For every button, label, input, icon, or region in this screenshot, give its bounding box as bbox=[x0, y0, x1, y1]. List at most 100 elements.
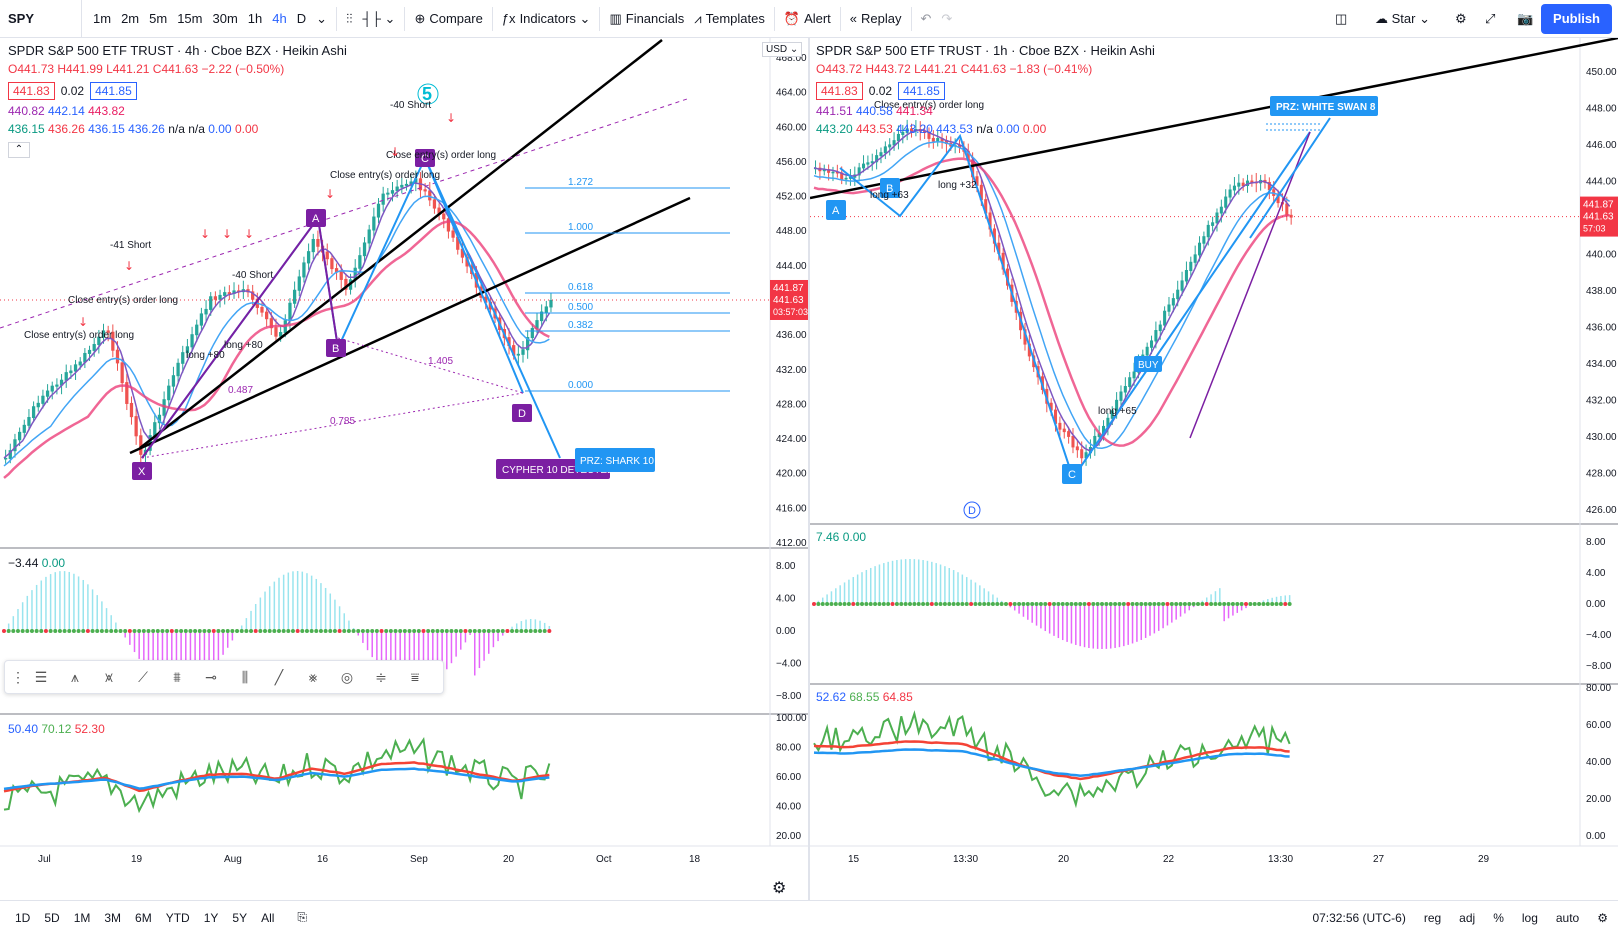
long-position-icon[interactable]: ⫼ bbox=[241, 668, 249, 685]
left-bid[interactable]: 441.83 bbox=[8, 82, 55, 100]
interval-5m[interactable]: 5m bbox=[149, 10, 168, 26]
templates-button[interactable]: ⩘ Templates bbox=[689, 0, 770, 38]
interval-2m[interactable]: 2m bbox=[121, 10, 140, 26]
bar-type-icon[interactable]: ┤├ ⌄ bbox=[362, 10, 396, 26]
range-ytd[interactable]: YTD bbox=[165, 910, 190, 925]
candle-body bbox=[181, 352, 185, 364]
compare-button[interactable]: ⊕ Compare bbox=[409, 0, 487, 38]
left-ma1-a: 440.82 bbox=[8, 104, 45, 118]
left-chart-canvas[interactable]: 468.00 464.00 460.00 456.00 452.00 448.00 444.… bbox=[0, 38, 808, 900]
interval-1m[interactable]: 1m bbox=[93, 10, 112, 26]
undo-icon[interactable]: ↶ bbox=[920, 10, 932, 26]
candle-body bbox=[1154, 330, 1158, 342]
camera-icon[interactable]: 📷 bbox=[1517, 10, 1534, 26]
right-bid[interactable]: 441.83 bbox=[816, 82, 863, 100]
drag-handle-icon[interactable]: ⋮ bbox=[11, 668, 25, 685]
collapse-legend-button[interactable]: ⌃ bbox=[8, 142, 30, 158]
interval-30m[interactable]: 30m bbox=[212, 10, 238, 26]
range-1m[interactable]: 1M bbox=[73, 910, 91, 925]
short-arrow-icon: ↓ bbox=[222, 227, 232, 241]
auto-toggle[interactable]: auto bbox=[1555, 910, 1580, 925]
range-1d[interactable]: 1D bbox=[15, 910, 31, 925]
price-axis-label: 436.00 bbox=[1586, 323, 1617, 334]
range-5d[interactable]: 5D bbox=[44, 910, 60, 925]
chart-split-divider[interactable] bbox=[808, 38, 810, 900]
financials-button[interactable]: ▥ Financials bbox=[604, 0, 689, 38]
chevron-down-icon[interactable]: ⌄ bbox=[316, 10, 328, 26]
left-chart[interactable]: 468.00 464.00 460.00 456.00 452.00 448.00 444.… bbox=[0, 38, 808, 900]
osc-zero-dot bbox=[449, 629, 454, 633]
log-toggle[interactable]: log bbox=[1521, 910, 1538, 925]
parallel-lines-icon[interactable]: ☰ bbox=[34, 668, 48, 685]
trade-annotation: -40 Short bbox=[390, 100, 431, 111]
chart-settings-gear-icon[interactable]: ⚙ bbox=[772, 880, 787, 897]
gear-icon[interactable]: ⚙ bbox=[1455, 10, 1467, 26]
right-chart[interactable]: 450.00448.00446.00444.00442.00440.00438.… bbox=[810, 38, 1618, 900]
fullscreen-icon[interactable]: ⤢ bbox=[1485, 10, 1496, 26]
short-arrow-icon: ↓ bbox=[390, 145, 400, 159]
candle-body bbox=[1102, 425, 1106, 435]
candle-body bbox=[353, 267, 357, 281]
date-range-icon[interactable]: ⩸ bbox=[410, 668, 420, 685]
elliott-wave-icon[interactable]: ⩚ bbox=[71, 668, 79, 685]
gear-icon[interactable]: ⚙ bbox=[1597, 910, 1608, 925]
clock-label[interactable]: 07:32:56 (UTC-6) bbox=[1312, 910, 1406, 925]
candle-body bbox=[381, 193, 385, 205]
range-5y[interactable]: 5Y bbox=[232, 910, 248, 925]
xabcd-pattern-icon[interactable]: ⨳ bbox=[308, 668, 318, 685]
candle-body bbox=[535, 320, 539, 330]
publish-button[interactable]: Publish bbox=[1541, 4, 1612, 34]
symbol-search[interactable]: SPY bbox=[0, 0, 82, 38]
osc-zero-dot bbox=[346, 629, 351, 633]
left-ask[interactable]: 441.85 bbox=[90, 82, 137, 100]
range-3m[interactable]: 3M bbox=[104, 910, 122, 925]
osc-zero-dot bbox=[851, 602, 856, 606]
range-all[interactable]: All bbox=[261, 910, 275, 925]
candle-body bbox=[1237, 182, 1241, 187]
adj-toggle[interactable]: adj bbox=[1459, 910, 1476, 925]
candle-body bbox=[423, 189, 427, 192]
percent-toggle[interactable]: % bbox=[1493, 910, 1504, 925]
range-icon[interactable]: ≑ bbox=[375, 668, 387, 685]
interval-15m[interactable]: 15m bbox=[177, 10, 203, 26]
projection-line bbox=[1249, 117, 1331, 239]
osc-zero-dot bbox=[1209, 602, 1214, 606]
osc-zero-dot bbox=[113, 629, 118, 633]
osc-zero-dot bbox=[1274, 602, 1279, 606]
indicators-button[interactable]: ƒx Indicators ⌄ bbox=[497, 0, 596, 38]
range-1y[interactable]: 1Y bbox=[203, 910, 219, 925]
left-ohlc: O441.73 H441.99 L441.21 C441.63 −2.22 (−… bbox=[8, 62, 285, 76]
abc-pattern-icon[interactable]: ⩙ bbox=[105, 668, 113, 685]
range-6m[interactable]: 6M bbox=[135, 910, 152, 925]
layout-icon[interactable]: ◫ bbox=[1335, 10, 1348, 26]
interval-1h[interactable]: 1h bbox=[247, 10, 263, 26]
alert-label: Alert bbox=[804, 10, 831, 26]
candle-type-icon[interactable]: ⫶⫶ bbox=[346, 10, 353, 26]
horizontal-ray-icon[interactable]: ⊸ bbox=[205, 668, 217, 685]
fib-retracement-icon[interactable]: ⩩ bbox=[173, 668, 181, 685]
osc-zero-dot bbox=[1287, 602, 1292, 606]
date-range-picker-icon[interactable]: ⎘ bbox=[297, 910, 308, 924]
osc-zero-dot bbox=[388, 629, 393, 633]
replay-button[interactable]: «Replay bbox=[845, 0, 907, 38]
layout-name-button[interactable]: ☁ Star ⌄ bbox=[1375, 10, 1430, 26]
osc-zero-dot bbox=[225, 629, 230, 633]
candle-body bbox=[204, 308, 208, 315]
candle-body bbox=[125, 382, 129, 404]
osc-zero-dot bbox=[160, 629, 165, 633]
session-button[interactable]: reg bbox=[1423, 910, 1442, 925]
alert-button[interactable]: ⏰ Alert bbox=[779, 0, 836, 38]
interval-4h[interactable]: 4h bbox=[272, 10, 287, 26]
candle-body bbox=[432, 199, 437, 209]
osc-axis-label: 8.00 bbox=[776, 561, 796, 572]
spiral-icon[interactable]: ◎ bbox=[340, 668, 354, 685]
line-tool-icon[interactable]: ╱ bbox=[274, 668, 284, 685]
trend-line-icon[interactable]: ⟋ bbox=[138, 668, 148, 685]
right-ask[interactable]: 441.85 bbox=[898, 82, 945, 100]
osc-zero-dot bbox=[458, 629, 463, 633]
interval-d[interactable]: D bbox=[296, 10, 307, 26]
redo-icon[interactable]: ↷ bbox=[941, 10, 953, 26]
right-chart-canvas[interactable]: 450.00448.00446.00444.00442.00440.00438.… bbox=[810, 38, 1618, 900]
osc-zero-dot bbox=[877, 602, 882, 606]
currency-button[interactable]: USD ⌄ bbox=[762, 42, 803, 57]
